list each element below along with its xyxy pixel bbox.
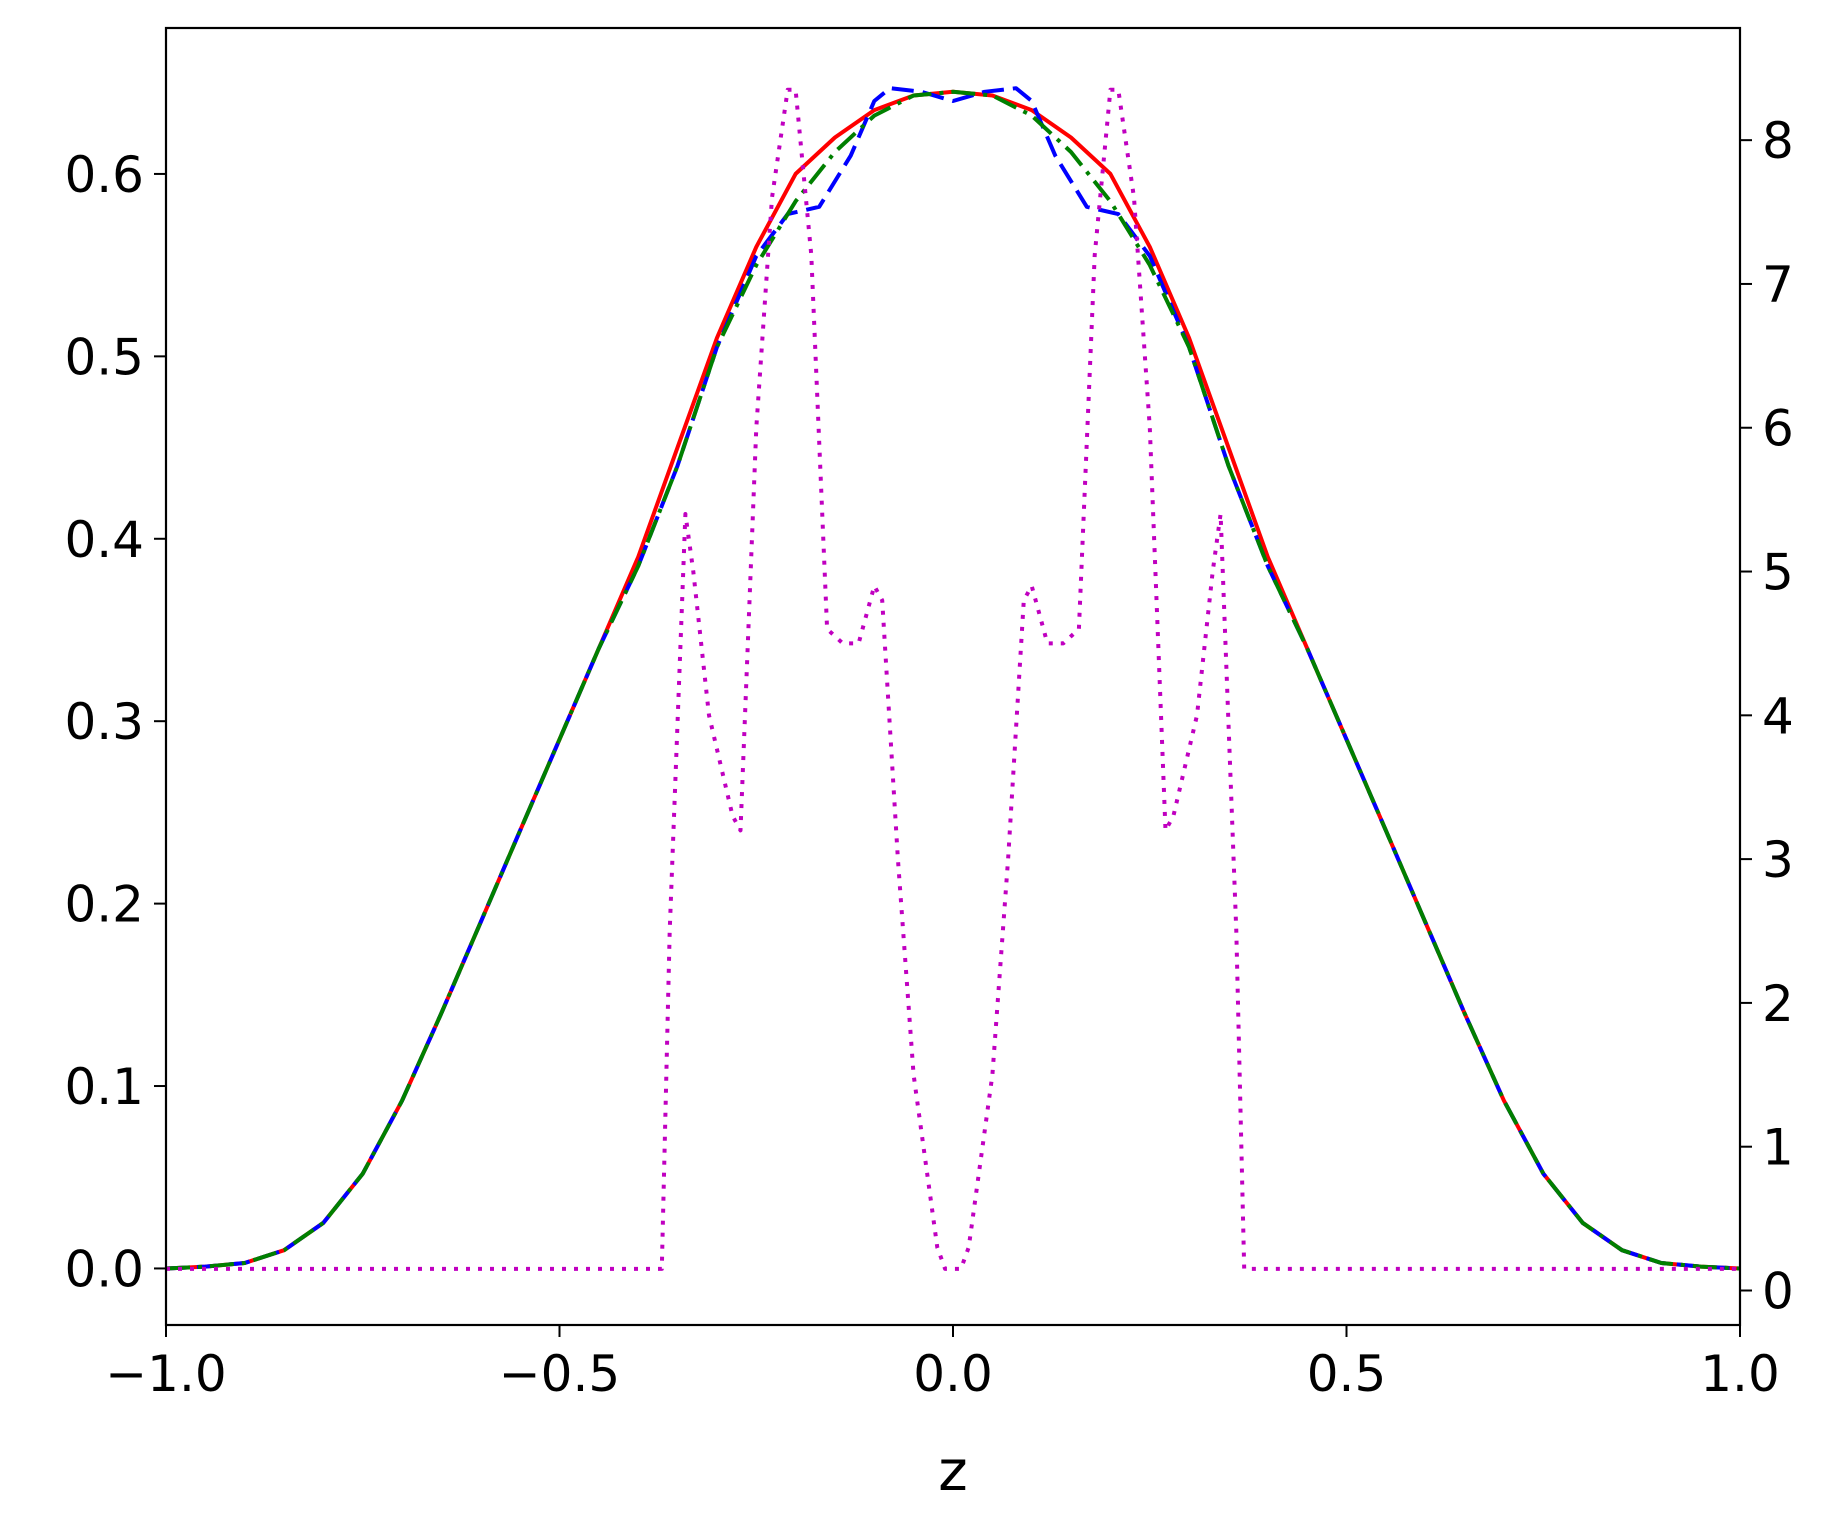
y-tick-label: 0.3 [64, 693, 144, 751]
x-tick-label: 1.0 [1700, 1345, 1780, 1403]
y-axis-right-ticks: 0 1 2 3 4 5 6 7 8 [1740, 112, 1794, 1320]
y-right-tick-label: 2 [1762, 975, 1794, 1033]
series-line-4 [166, 87, 1740, 1271]
x-tick-label: −1.0 [105, 1345, 226, 1403]
x-axis-label: z [938, 1439, 967, 1504]
y-tick-label: 0.1 [64, 1058, 144, 1116]
x-tick-label: −0.5 [499, 1345, 620, 1403]
x-axis-ticks: −1.0 −0.5 0.0 0.5 1.0 [105, 1325, 1780, 1403]
y-axis-ticks: 0.0 0.1 0.2 0.3 0.4 0.5 0.6 [64, 146, 166, 1298]
y-right-tick-label: 0 [1762, 1262, 1794, 1320]
y-right-tick-label: 1 [1762, 1119, 1794, 1177]
y-tick-label: 0.0 [64, 1240, 144, 1298]
y-tick-label: 0.6 [64, 146, 144, 204]
series-line-3 [165, 89, 1741, 1271]
y-tick-label: 0.2 [64, 876, 144, 934]
plot-area [164, 26, 1742, 1327]
y-right-tick-label: 4 [1762, 687, 1794, 745]
y-tick-label: 0.5 [64, 328, 144, 386]
y-right-tick-label: 5 [1762, 544, 1794, 602]
x-tick-label: 0.0 [913, 1345, 993, 1403]
series-layer [165, 86, 1741, 1271]
y-right-tick-label: 6 [1762, 400, 1794, 458]
y-right-tick-label: 3 [1762, 831, 1794, 889]
y-right-tick-label: 7 [1762, 256, 1794, 314]
y-right-tick-label: 8 [1762, 112, 1794, 170]
y-tick-label: 0.4 [64, 511, 144, 569]
x-tick-label: 0.5 [1307, 1345, 1387, 1403]
